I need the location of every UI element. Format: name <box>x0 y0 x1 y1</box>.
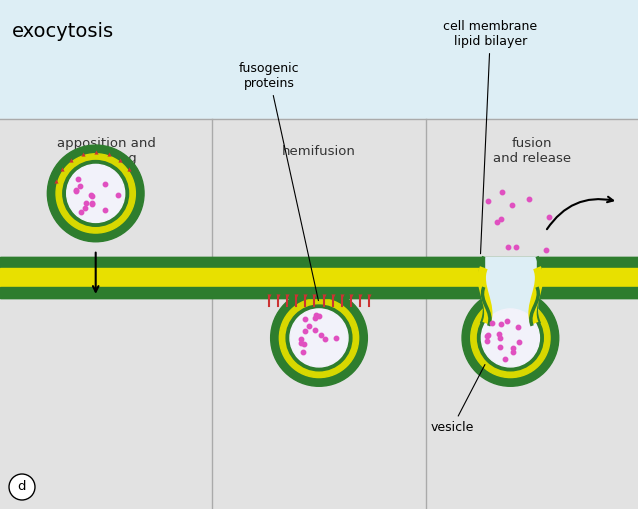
Circle shape <box>462 290 559 386</box>
Bar <box>537 268 638 287</box>
Bar <box>0 268 638 287</box>
Bar <box>0 268 484 287</box>
Text: vesicle: vesicle <box>431 364 485 434</box>
Circle shape <box>63 160 129 227</box>
Text: fusion
and release: fusion and release <box>493 137 571 165</box>
Circle shape <box>482 309 539 367</box>
Bar <box>0 257 484 268</box>
Bar <box>537 257 638 268</box>
Circle shape <box>290 309 348 367</box>
Circle shape <box>471 298 550 378</box>
Bar <box>0 257 638 268</box>
Text: apposition and
tethering: apposition and tethering <box>57 137 156 165</box>
Circle shape <box>9 474 35 500</box>
Circle shape <box>67 164 124 222</box>
Circle shape <box>56 154 135 233</box>
Bar <box>0 0 638 119</box>
Text: cell membrane
lipid bilayer: cell membrane lipid bilayer <box>443 20 537 254</box>
Text: fusogenic
proteins: fusogenic proteins <box>239 62 318 300</box>
Circle shape <box>477 305 544 371</box>
Circle shape <box>279 298 359 378</box>
Circle shape <box>47 145 144 242</box>
Bar <box>0 287 638 298</box>
Bar <box>484 257 537 320</box>
Text: d: d <box>18 480 26 494</box>
Bar <box>0 287 484 298</box>
Circle shape <box>286 305 352 371</box>
Text: hemifusion: hemifusion <box>282 145 356 158</box>
Text: exocytosis: exocytosis <box>12 22 114 41</box>
Bar <box>537 287 638 298</box>
Circle shape <box>271 290 367 386</box>
